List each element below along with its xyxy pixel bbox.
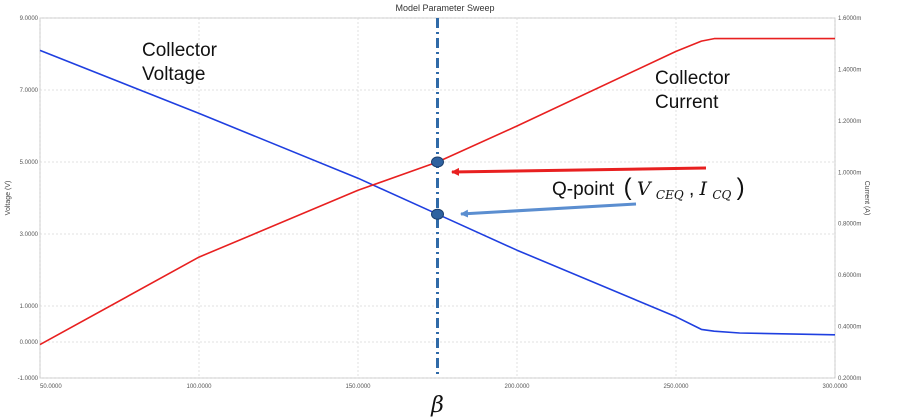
x-tick-label: 250.0000 [663,384,689,390]
x-tick-label: 150.0000 [345,384,371,390]
q-point-current-marker [431,156,444,168]
q-point-label: Q-point ( V CEQ , I CQ ) [552,174,745,204]
x-tick-label: 300.0000 [822,384,848,390]
y-right-axis-ticks: 1.6000m 1.4000m 1.2000m 1.0000m 0.8000m 0.600… [838,16,861,382]
y-right-tick-label: 0.8000m [838,222,861,228]
y-right-tick-label: 1.2000m [838,119,861,125]
y-left-tick-label: 7.0000 [20,88,39,94]
collector-current-label: Collector Current [655,68,735,113]
series-lines [39,37,836,346]
x-tick-label: 100.0000 [186,384,212,390]
x-tick-label: 50.0000 [40,384,62,390]
y-left-axis-title: Voltage (V) [5,181,12,216]
y-left-tick-label: 0.0000 [20,340,39,346]
y-left-tick-label: 9.0000 [20,16,39,22]
q-point-voltage-arrow [460,202,637,218]
y-right-tick-label: 0.6000m [838,273,861,279]
y-right-tick-label: 1.6000m [838,16,861,22]
x-axis-ticks: 50.0000 100.0000 150.0000 200.0000 250.0000 3… [40,384,848,390]
y-right-tick-label: 1.4000m [838,67,861,73]
series-line-collector-current [39,37,835,346]
y-right-tick-label: 0.2000m [838,376,861,382]
y-right-tick-label: 1.0000m [838,170,861,176]
collector-voltage-label: Collector Voltage [142,40,222,85]
y-left-tick-label: -1.0000 [18,376,39,382]
y-left-axis-ticks: 9.0000 7.0000 5.0000 3.0000 1.0000 0.0000 -1.0… [18,16,39,382]
q-point-voltage-marker [431,208,444,220]
y-right-axis-title: Current (A) [863,181,870,216]
y-left-tick-label: 3.0000 [20,232,39,238]
y-left-tick-label: 5.0000 [20,160,39,166]
q-point-current-arrow [451,166,707,176]
y-left-tick-label: 1.0000 [20,304,39,310]
series-line-collector-voltage [39,49,836,336]
y-right-tick-label: 0.4000m [838,325,861,331]
beta-label: β [430,393,444,417]
chart-title: Model Parameter Sweep [395,3,494,13]
x-tick-label: 200.0000 [504,384,530,390]
